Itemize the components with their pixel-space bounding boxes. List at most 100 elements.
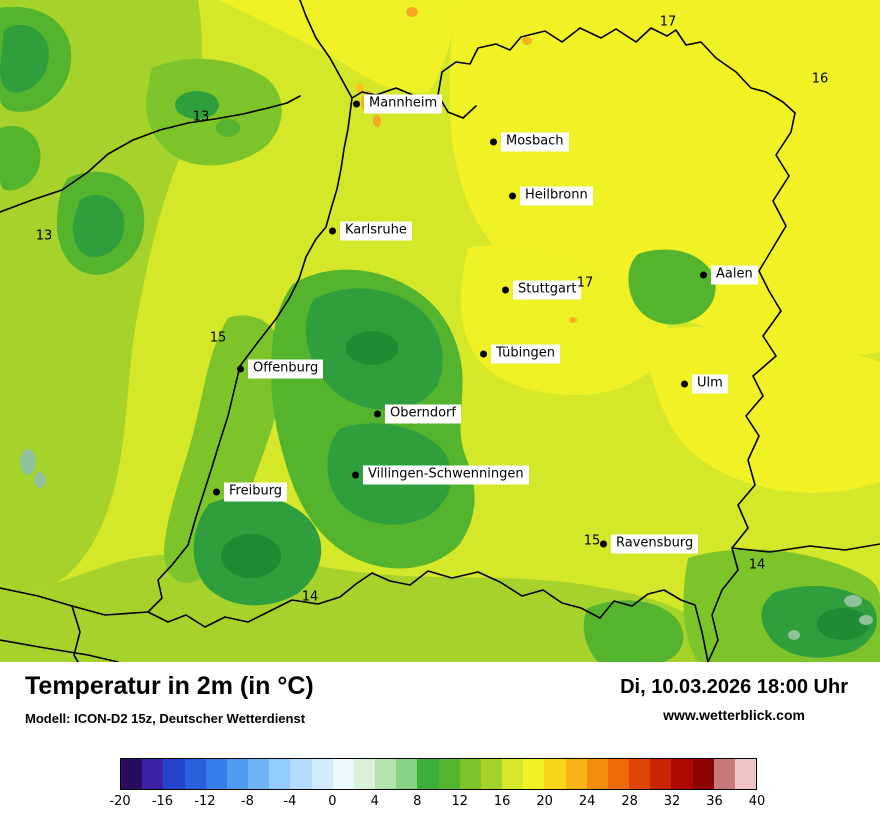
city-label: Ulm xyxy=(692,374,728,394)
colorbar-segment xyxy=(226,759,249,789)
map-temp-label: 13 xyxy=(35,228,53,244)
page-title: Temperatur in 2m (in °C) xyxy=(25,672,314,700)
footer-right-column: Di, 10.03.2026 18:00 Uhr www.wetterblick… xyxy=(620,676,848,723)
city-label: Heilbronn xyxy=(520,186,593,206)
city-label: Mosbach xyxy=(501,132,569,152)
city-label: Offenburg xyxy=(248,359,324,379)
city-marker: Freiburg xyxy=(213,482,288,502)
colorbar-segment xyxy=(523,759,545,789)
colorbar-segment xyxy=(121,759,143,789)
colorbar-segment xyxy=(607,759,630,789)
colorbar-tick-label: -12 xyxy=(194,794,216,809)
city-marker: Heilbronn xyxy=(509,186,593,206)
map-temp-label: 13 xyxy=(192,109,210,125)
border-lines xyxy=(0,0,880,662)
colorbar-tick-label: 16 xyxy=(493,794,511,809)
city-dot-icon xyxy=(374,410,381,418)
map-temp-label: 17 xyxy=(576,275,594,291)
colorbar-segment xyxy=(248,759,270,789)
model-info: Modell: ICON-D2 15z, Deutscher Wetterdie… xyxy=(25,711,306,726)
map-temp-label: 15 xyxy=(583,533,601,549)
city-dot-icon xyxy=(480,350,487,358)
colorbar-tick-label: 28 xyxy=(621,794,638,809)
colorbar-tick-label: 4 xyxy=(370,794,379,809)
colorbar-tick-label: 8 xyxy=(413,794,422,809)
city-marker: Tübingen xyxy=(480,344,560,364)
city-label: Oberndorf xyxy=(385,404,461,424)
map-temp-label: 15 xyxy=(209,330,227,346)
colorbar-segment xyxy=(438,759,460,789)
city-dot-icon xyxy=(490,138,497,146)
city-dot-icon xyxy=(237,365,244,373)
colorbar-segment xyxy=(417,759,439,789)
map-temp-label: 17 xyxy=(659,14,677,30)
colorbar-tick-label: -20 xyxy=(109,794,131,809)
city-dot-icon xyxy=(213,488,220,496)
colorbar-segment xyxy=(205,759,227,789)
city-dot-icon xyxy=(700,271,707,279)
footer: Temperatur in 2m (in °C) Modell: ICON-D2… xyxy=(0,662,880,830)
city-label: Mannheim xyxy=(364,94,443,114)
city-dot-icon xyxy=(353,100,360,108)
city-marker: Mannheim xyxy=(353,94,443,114)
colorbar-segment xyxy=(629,759,651,789)
colorbar-tick-label: -8 xyxy=(240,794,254,809)
city-marker: Ulm xyxy=(681,374,728,394)
colorbar-segment xyxy=(502,759,524,789)
city-label: Ravensburg xyxy=(611,534,699,554)
map-temp-label: 14 xyxy=(748,557,766,573)
colorbar-segment xyxy=(396,759,418,789)
map-temp-label: 14 xyxy=(301,589,319,605)
colorbar-tick-label: -16 xyxy=(151,794,174,809)
colorbar-tick-label: 20 xyxy=(536,794,553,809)
city-marker: Karlsruhe xyxy=(329,221,412,241)
colorbar-segment xyxy=(586,759,608,789)
colorbar-tick-label: 40 xyxy=(748,794,766,809)
city-label: Tübingen xyxy=(491,344,560,364)
city-marker: Stuttgart xyxy=(502,280,582,300)
city-dot-icon xyxy=(502,286,509,294)
city-marker: Oberndorf xyxy=(374,404,461,424)
city-marker: Villingen-Schwenningen xyxy=(352,465,529,485)
colorbar-segment xyxy=(713,759,735,789)
colorbar-ticks: -20 -16 -12 -8 -4 0 4 8 12 16 20 24 28 32 36 40 xyxy=(109,794,765,812)
colorbar-segments xyxy=(120,758,757,790)
city-label: Stuttgart xyxy=(513,280,582,300)
colorbar-tick-label: 24 xyxy=(578,794,596,809)
colorbar-segment xyxy=(671,759,693,789)
city-marker: Ravensburg xyxy=(600,534,699,554)
city-dot-icon xyxy=(509,192,516,200)
temperature-colorbar: -20 -16 -12 -8 -4 0 4 8 12 16 20 24 28 32 36 40 xyxy=(109,758,765,812)
city-label: Karlsruhe xyxy=(340,221,412,241)
colorbar-tick-label: 32 xyxy=(663,794,681,809)
colorbar-segment xyxy=(480,759,503,789)
colorbar-segment xyxy=(353,759,376,789)
colorbar-segment xyxy=(375,759,397,789)
colorbar-segment xyxy=(692,759,714,789)
colorbar-segment xyxy=(311,759,333,789)
website-label: www.wetterblick.com xyxy=(663,707,805,723)
colorbar-segment xyxy=(734,759,757,789)
city-label: Freiburg xyxy=(224,482,288,502)
city-dot-icon xyxy=(681,380,688,388)
timestamp: Di, 10.03.2026 18:00 Uhr xyxy=(620,676,848,698)
colorbar-segment xyxy=(544,759,566,789)
city-label: Villingen-Schwenningen xyxy=(363,465,529,485)
colorbar-segment xyxy=(163,759,185,789)
colorbar-segment xyxy=(269,759,291,789)
colorbar-tick-label: 0 xyxy=(328,794,337,809)
colorbar-segment xyxy=(565,759,587,789)
colorbar-segment xyxy=(290,759,312,789)
colorbar-segment xyxy=(142,759,164,789)
colorbar-tick-label: 12 xyxy=(451,794,468,809)
city-dot-icon xyxy=(352,471,359,479)
city-marker: Offenburg xyxy=(237,359,324,379)
colorbar-segment xyxy=(184,759,206,789)
city-marker: Mosbach xyxy=(490,132,569,152)
colorbar-segment xyxy=(332,759,354,789)
city-marker: Aalen xyxy=(700,265,758,285)
colorbar-tick-label: 36 xyxy=(706,794,723,809)
map-temp-label: 16 xyxy=(811,71,829,87)
city-label: Aalen xyxy=(711,265,758,285)
colorbar-tick-label: -4 xyxy=(283,794,297,809)
